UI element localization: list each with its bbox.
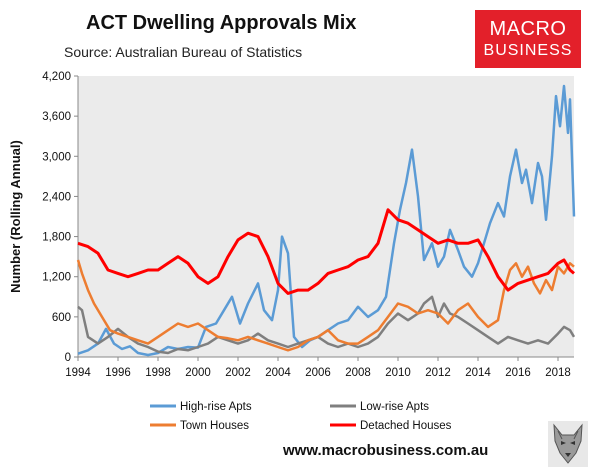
x-tick-label: 1994 bbox=[65, 367, 91, 379]
legend: High-rise Apts Low-rise Apts Town Houses De… bbox=[150, 401, 452, 432]
y-axis: 0 600 1,200 1,800 2,400 3,000 3,600 4,200 bbox=[42, 71, 79, 364]
x-tick-label: 2018 bbox=[545, 367, 571, 379]
chart-subtitle: Source: Australian Bureau of Statistics bbox=[64, 44, 303, 60]
x-tick-label: 2012 bbox=[425, 367, 451, 379]
macrobusiness-logo: MACRO BUSINESS bbox=[475, 10, 581, 68]
x-tick-label: 2008 bbox=[345, 367, 371, 379]
logo-line-2: BUSINESS bbox=[483, 42, 573, 59]
y-tick-label: 2,400 bbox=[42, 191, 71, 203]
y-tick-label: 1,200 bbox=[42, 272, 71, 284]
x-tick-label: 2016 bbox=[505, 367, 531, 379]
x-tick-label: 2004 bbox=[265, 367, 291, 379]
legend-label: High-rise Apts bbox=[180, 401, 252, 413]
series-layer bbox=[76, 84, 576, 357]
y-tick-label: 1,800 bbox=[42, 232, 71, 244]
x-tick-label: 2000 bbox=[185, 367, 211, 379]
x-tick-label: 1996 bbox=[105, 367, 131, 379]
y-axis-label: Number (Rolling Annual) bbox=[8, 140, 23, 293]
series-line-town-houses bbox=[76, 259, 575, 352]
x-tick-label: 2010 bbox=[385, 367, 411, 379]
x-tick-label: 2006 bbox=[305, 367, 331, 379]
wolf-icon bbox=[548, 421, 588, 467]
x-tick-label: 1998 bbox=[145, 367, 171, 379]
y-tick-label: 3,600 bbox=[42, 111, 71, 123]
x-tick-label: 2002 bbox=[225, 367, 251, 379]
legend-label: Detached Houses bbox=[360, 420, 452, 432]
legend-label: Low-rise Apts bbox=[360, 401, 429, 413]
y-tick-label: 0 bbox=[65, 352, 71, 364]
y-tick-label: 3,000 bbox=[42, 151, 71, 163]
y-tick-label: 4,200 bbox=[42, 71, 71, 83]
footer-url: www.macrobusiness.com.au bbox=[283, 442, 489, 459]
series-line-low-rise-apts bbox=[77, 295, 576, 355]
series-line-detached-houses bbox=[77, 208, 575, 295]
legend-label: Town Houses bbox=[180, 420, 249, 432]
logo-line-1: MACRO bbox=[489, 18, 567, 40]
series-line-high-rise-apts bbox=[77, 84, 576, 357]
y-tick-label: 600 bbox=[52, 312, 71, 324]
chart-title: ACT Dwelling Approvals Mix bbox=[86, 12, 357, 34]
x-tick-label: 2014 bbox=[465, 367, 491, 379]
x-axis: 1994 1996 1998 2000 2002 2004 2006 2008 2010 2012… bbox=[65, 356, 574, 379]
